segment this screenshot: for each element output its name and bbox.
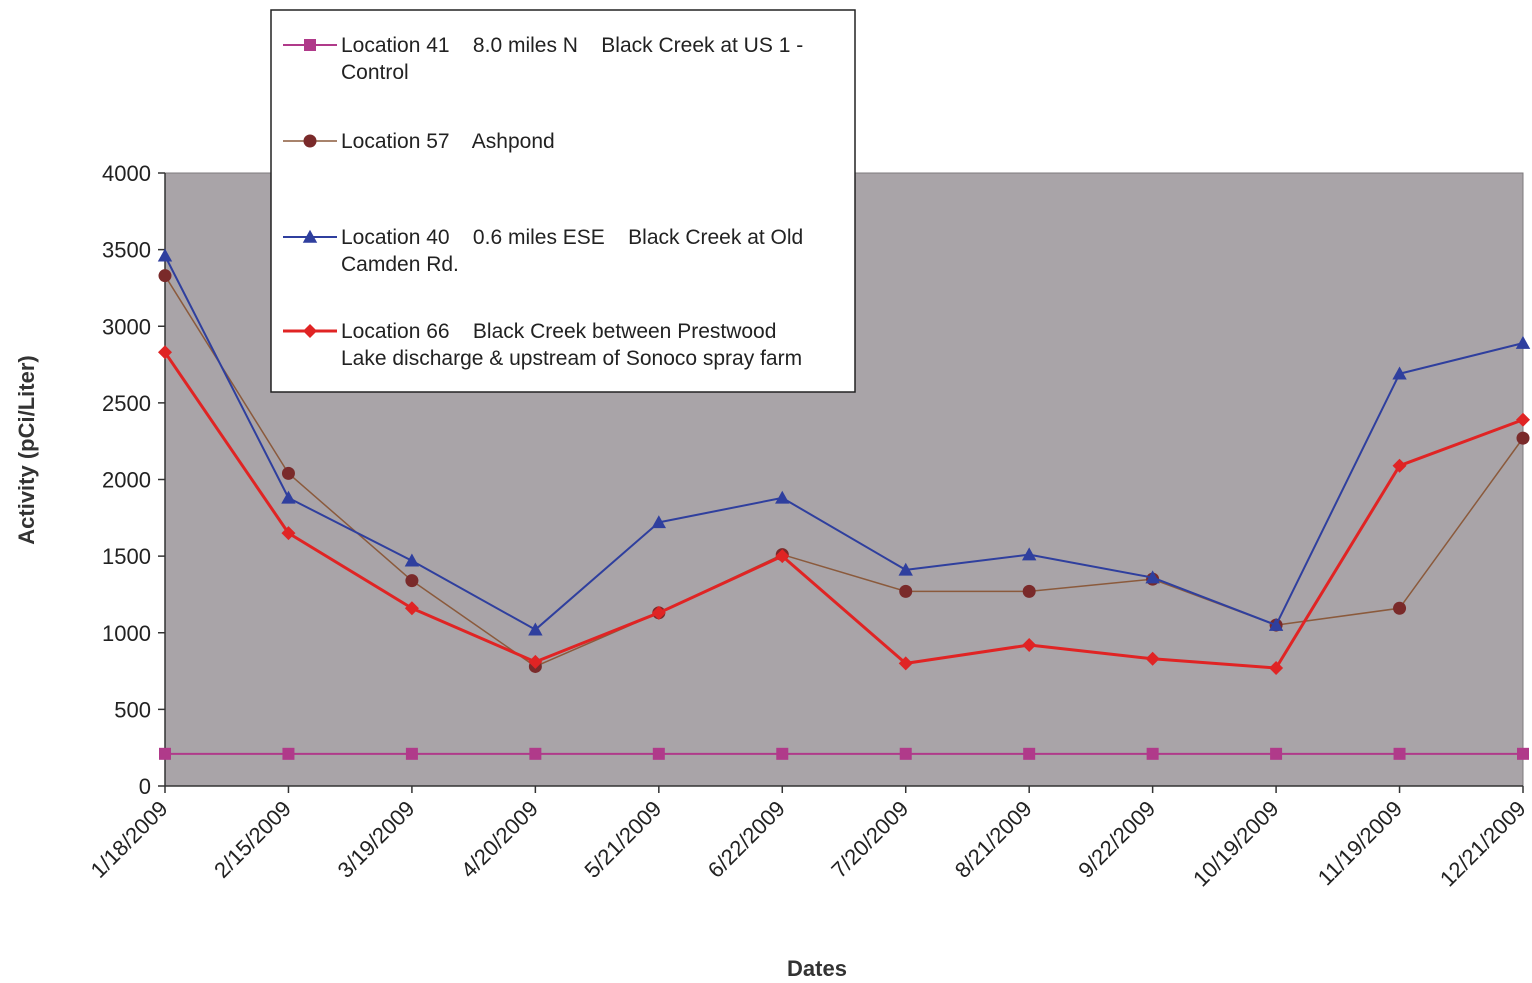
y-tick-label: 3500 [102,238,151,263]
legend-label: Location 57 Ashpond [341,130,555,153]
data-point-diamond [898,656,913,671]
data-point-diamond [158,345,172,360]
data-point-triangle [302,229,318,243]
x-tick-label: 7/20/2009 [826,796,913,883]
x-tick-label: 9/22/2009 [1073,796,1160,883]
y-tick-label: 500 [114,697,151,722]
series-1 [159,747,1529,760]
legend-label: Location 40 0.6 miles ESE Black Creek at… [341,226,803,249]
data-point-square [652,747,665,760]
data-point-triangle [651,515,667,529]
legend-label: Lake discharge & upstream of Sonoco spra… [341,347,802,370]
data-point-circle [899,584,913,598]
x-axis: 1/18/2009 2/15/2009 3/19/2009 4/20/2009 5/21… [86,785,1531,892]
y-tick-label: 0 [139,774,151,799]
x-tick-label: 2/15/2009 [209,796,296,883]
series-layer [157,248,1531,760]
x-tick-label: 10/19/2009 [1188,796,1284,892]
legend-label: Location 41 8.0 miles N Black Creek at U… [341,34,803,57]
x-tick-label: 11/19/2009 [1313,796,1407,890]
data-point-diamond [1392,458,1407,473]
x-tick-label: 6/22/2009 [703,796,790,883]
data-point-diamond [1022,638,1037,653]
legend: Location 41 8.0 miles N Black Creek at U… [270,9,856,393]
data-point-triangle [1515,335,1531,349]
legend-box [270,9,856,393]
data-point-diamond [404,601,419,616]
y-tick-label: 4000 [102,161,151,186]
data-point-circle [303,134,317,148]
y-tick-label: 1500 [102,544,151,569]
data-point-triangle [281,490,296,504]
legend-label: Camden Rd. [341,253,459,276]
data-point-diamond [1516,412,1530,427]
series-line [163,351,1524,670]
data-point-diamond [651,605,666,620]
data-point-square [304,39,316,51]
data-point-square [1270,747,1283,760]
data-point-square [1146,747,1159,760]
data-point-triangle [1392,366,1407,380]
data-point-diamond [1269,660,1284,675]
data-point-circle [158,269,172,283]
data-point-circle [1022,584,1036,598]
y-tick-label: 2000 [102,468,151,493]
data-point-triangle [1145,570,1160,584]
x-tick-label: 4/20/2009 [456,796,543,883]
y-axis: 0 500 1000 1500 2000 2500 3000 3500 4000 [102,161,166,799]
data-point-square [1517,747,1529,760]
data-point-circle [281,466,295,480]
data-point-diamond [528,654,543,669]
data-point-square [282,747,295,760]
x-tick-label: 5/21/2009 [579,796,666,883]
series-line [164,255,1524,631]
data-point-triangle [775,490,790,504]
legend-label: Location 66 Black Creek between Prestwoo… [341,320,776,343]
y-tick-label: 2500 [102,391,151,416]
data-point-square [405,747,418,760]
data-point-square [776,747,789,760]
data-point-square [529,747,542,760]
series-4 [158,345,1530,675]
x-tick-label: 3/19/2009 [333,796,420,883]
data-point-square [1023,747,1036,760]
data-point-circle [405,574,419,588]
data-point-triangle [528,622,543,636]
data-point-diamond [303,324,317,338]
x-tick-label: 12/21/2009 [1435,796,1531,892]
data-point-circle [1516,431,1530,445]
series-3 [157,248,1531,636]
x-axis-title: Dates [787,956,847,981]
data-point-square [1393,747,1406,760]
data-point-triangle [157,248,173,262]
data-point-diamond [1145,651,1160,666]
x-tick-label: 8/21/2009 [950,796,1037,883]
data-point-diamond [281,526,296,541]
data-point-triangle [898,562,913,576]
data-point-square [159,747,171,760]
data-point-triangle [1021,547,1037,561]
x-tick-label: 1/18/2009 [86,796,173,883]
data-point-square [899,747,912,760]
data-point-triangle [404,553,420,567]
data-point-circle [1393,601,1407,615]
data-point-diamond [775,549,790,564]
y-tick-label: 1000 [102,621,151,646]
data-point-triangle [1268,617,1284,631]
y-axis-title: Activity (pCi/Liter) [14,355,39,544]
series-line [164,275,1524,668]
legend-label: Control [341,61,409,84]
y-tick-label: 3000 [102,314,151,339]
